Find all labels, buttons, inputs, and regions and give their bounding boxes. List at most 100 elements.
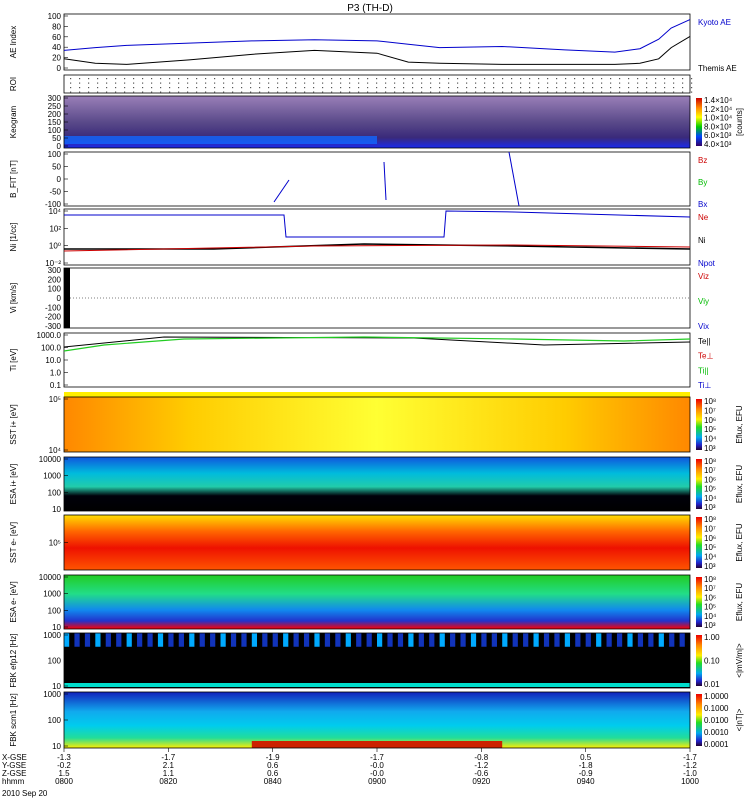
xaxis-value: 0.6 (267, 769, 279, 778)
fbk-e-stripe (199, 633, 205, 647)
roi-dot (151, 87, 153, 89)
roi-dot (457, 78, 459, 80)
roi-dot (394, 91, 396, 93)
roi-dot (421, 87, 423, 89)
xaxis-value: -1.7 (683, 753, 697, 762)
fbk-e-stripe (230, 633, 237, 647)
esa_e-ytick-label: 10 (52, 623, 61, 632)
roi-dot (88, 91, 90, 93)
roi-dot (556, 91, 558, 93)
roi-dot (133, 78, 135, 80)
vi-ytick-label: 200 (48, 275, 62, 284)
bfit-trace-2 (383, 161, 387, 201)
bfit-trace-3 (508, 151, 520, 207)
roi-dot (322, 91, 324, 93)
roi-dot (259, 78, 261, 80)
xaxis-value: 0940 (577, 777, 595, 786)
fbk-e-stripe (168, 633, 174, 647)
roi-dot (169, 82, 171, 84)
roi-dot (511, 91, 513, 93)
roi-dot (133, 91, 135, 93)
xaxis-value: -1.7 (370, 753, 384, 762)
roi-dot (565, 78, 567, 80)
roi-dot (412, 78, 414, 80)
esa_e-panel-frame (63, 574, 691, 630)
roi-dot (196, 78, 198, 80)
vi-ylabel: Vi [km/s] (9, 283, 18, 314)
roi-dot (214, 87, 216, 89)
roi-dot (241, 87, 243, 89)
roi-dot (565, 87, 567, 89)
fbk-e-stripe (220, 633, 226, 647)
fbk_b-ytick-label: 1000 (43, 690, 61, 699)
fbk-e-stripe (554, 633, 560, 647)
roi-dot (619, 82, 621, 84)
roi-dot (475, 91, 477, 93)
roi-dot (493, 91, 495, 93)
roi-dot (511, 78, 513, 80)
roi-dot (655, 82, 657, 84)
roi-dot (250, 78, 252, 80)
roi-dot (691, 91, 693, 93)
roi-dot (268, 91, 270, 93)
roi-dot (313, 91, 315, 93)
sst_e-colorbar-tick: 10⁵ (704, 543, 716, 552)
roi-dot (610, 91, 612, 93)
roi-dot (583, 82, 585, 84)
roi-dot (466, 91, 468, 93)
ti-ytick-label: 1.0 (50, 369, 62, 378)
roi-dot (88, 78, 90, 80)
roi-dot (241, 82, 243, 84)
roi-dot (646, 78, 648, 80)
vi-ytick-label: 0 (57, 294, 62, 303)
bfit-legend-1: By (698, 178, 707, 187)
roi-dot (295, 82, 297, 84)
vi-legend-2: Vix (698, 322, 709, 331)
roi-dot (322, 78, 324, 80)
roi-dot (277, 87, 279, 89)
fbk-e-stripe (533, 633, 539, 647)
vi-legend-0: Viz (698, 272, 709, 281)
xaxis-value: 0920 (472, 777, 490, 786)
ni-npot-line (64, 210, 691, 238)
roi-dot (115, 87, 117, 89)
roi-dot (196, 87, 198, 89)
sst_i-ytick-label: 10⁴ (49, 446, 62, 455)
roi-dot (178, 87, 180, 89)
roi-dot (484, 82, 486, 84)
roi-dot (133, 87, 135, 89)
roi-dot (394, 78, 396, 80)
fbk-e-stripe (575, 633, 581, 647)
ae-ytick-label: 20 (52, 54, 61, 63)
roi-dot (520, 82, 522, 84)
xaxis-row-label: hhmm (2, 777, 25, 786)
xaxis-value: -1.8 (579, 761, 593, 770)
roi-dot (70, 82, 72, 84)
roi-dot (349, 78, 351, 80)
roi-dot (223, 78, 225, 80)
roi-dot (484, 87, 486, 89)
keogram-colorbar-tick: 4.0×10³ (704, 140, 732, 149)
sst_i-colorbar (696, 399, 702, 450)
roi-dot (421, 91, 423, 93)
sst_e-ylabel: SST e- [eV] (9, 522, 18, 563)
fbk-e-stripe (512, 633, 518, 647)
fbk-e-stripe (335, 633, 341, 647)
roi-dot (187, 91, 189, 93)
fbk_b-ytick-label: 100 (48, 716, 62, 725)
ae-ylabel: AE Index (9, 26, 18, 58)
roi-dot (331, 82, 333, 84)
roi-dot (646, 87, 648, 89)
xaxis-value: -1.2 (474, 761, 488, 770)
roi-dot (187, 87, 189, 89)
roi-dot (142, 87, 144, 89)
roi-dot (169, 87, 171, 89)
roi-dot (610, 87, 612, 89)
fbk_e-ytick-label: 100 (48, 657, 62, 666)
roi-dot (295, 91, 297, 93)
fbk-e-stripe (460, 633, 466, 647)
roi-dot (628, 78, 630, 80)
fbk_b-colorbar-tick: 0.1000 (704, 704, 729, 713)
roi-dot (142, 78, 144, 80)
roi-dot (385, 82, 387, 84)
